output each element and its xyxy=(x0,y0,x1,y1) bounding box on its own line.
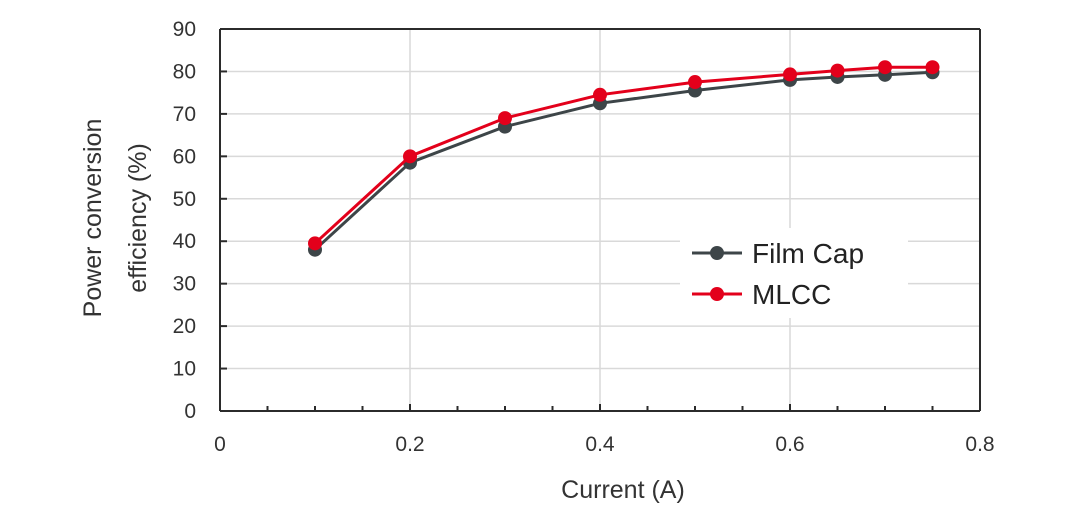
x-axis-tick-labels: 0 0.2 0.4 0.6 0.8 xyxy=(214,433,994,456)
y-tick-label: 60 xyxy=(173,145,196,168)
legend: Film Cap MLCC xyxy=(680,228,908,318)
data-point-mlcc xyxy=(830,63,845,78)
y-tick-label: 50 xyxy=(173,188,196,211)
data-point-mlcc xyxy=(498,111,512,126)
legend-label-film-cap: Film Cap xyxy=(752,238,864,269)
y-axis-title-line-2: efficiency (%) xyxy=(124,143,152,293)
x-tick-label: 0.2 xyxy=(395,433,424,456)
y-tick-label: 70 xyxy=(173,103,196,126)
y-tick-label: 90 xyxy=(173,18,196,41)
data-point-mlcc xyxy=(593,87,607,102)
x-tick-label: 0 xyxy=(214,433,226,456)
y-tick-label: 30 xyxy=(173,273,196,296)
y-axis-title-line-1: Power conversion xyxy=(79,119,107,318)
data-point-mlcc xyxy=(688,75,702,90)
x-tick-label: 0.4 xyxy=(585,433,615,456)
legend-box xyxy=(680,228,908,318)
y-axis-title: Power conversion efficiency (%) xyxy=(79,119,152,318)
legend-marker-mlcc xyxy=(710,287,724,301)
axis-ticks xyxy=(219,28,981,412)
series-mlcc xyxy=(308,60,940,251)
y-tick-label: 0 xyxy=(184,400,196,423)
data-point-mlcc xyxy=(925,60,940,75)
series-layer xyxy=(308,60,940,257)
legend-marker-film-cap xyxy=(710,246,724,260)
y-tick-label: 20 xyxy=(173,315,196,338)
legend-label-mlcc: MLCC xyxy=(752,279,831,310)
y-tick-label: 10 xyxy=(173,358,196,381)
legend-item-film-cap: Film Cap xyxy=(692,238,864,269)
x-tick-label: 0.8 xyxy=(965,433,994,456)
legend-item-mlcc: MLCC xyxy=(692,279,831,310)
y-tick-label: 40 xyxy=(173,230,196,253)
y-tick-label: 80 xyxy=(173,60,196,83)
data-point-mlcc xyxy=(403,149,417,164)
x-axis-title: Current (A) xyxy=(561,476,685,504)
data-point-mlcc xyxy=(783,67,797,82)
y-axis-tick-labels: 0 10 20 30 40 50 60 70 80 90 xyxy=(173,18,196,423)
data-point-mlcc xyxy=(308,236,322,251)
x-tick-label: 0.6 xyxy=(775,433,804,456)
data-point-mlcc xyxy=(878,60,892,75)
grid xyxy=(220,28,981,411)
